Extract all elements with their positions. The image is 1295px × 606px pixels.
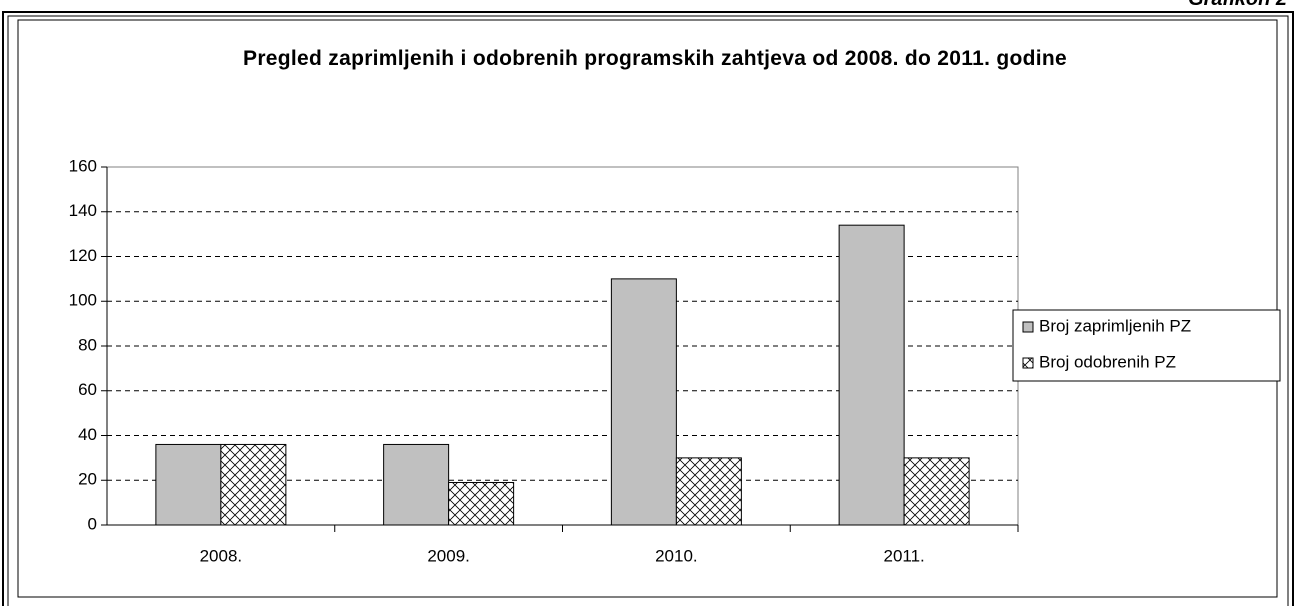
bar bbox=[610, 278, 677, 526]
outer-frame bbox=[2, 11, 1294, 606]
caption: Grafikon 2 bbox=[1188, 0, 1287, 11]
chart-title: Pregled zaprimljenih i odobrenih program… bbox=[243, 47, 1067, 70]
x-tick-label: 2010. bbox=[655, 546, 698, 565]
outer-frame-inner bbox=[7, 15, 1289, 606]
y-tick-label: 80 bbox=[78, 335, 97, 354]
legend-swatch bbox=[1022, 357, 1034, 369]
x-tick-label: 2009. bbox=[427, 546, 470, 565]
legend-label: Broj odobrenih PZ bbox=[1039, 352, 1176, 371]
bar bbox=[383, 443, 450, 526]
bar bbox=[838, 224, 905, 526]
y-tick-label: 160 bbox=[69, 156, 97, 175]
y-tick-label: 140 bbox=[69, 201, 97, 220]
y-tick-label: 100 bbox=[69, 291, 97, 310]
bar bbox=[220, 443, 287, 526]
y-tick-label: 0 bbox=[88, 514, 97, 533]
y-tick-label: 40 bbox=[78, 425, 97, 444]
x-tick-label: 2011. bbox=[883, 546, 924, 565]
legend-box bbox=[1012, 309, 1281, 382]
bar bbox=[675, 457, 742, 526]
x-tick-label: 2008. bbox=[200, 546, 243, 565]
y-tick-label: 120 bbox=[69, 246, 97, 265]
y-tick-label: 20 bbox=[78, 470, 97, 489]
legend-label: Broj zaprimljenih PZ bbox=[1039, 316, 1191, 335]
bar bbox=[903, 457, 970, 526]
bar bbox=[448, 481, 515, 526]
bar bbox=[155, 443, 222, 526]
legend-swatch bbox=[1022, 321, 1034, 333]
y-tick-label: 60 bbox=[78, 380, 97, 399]
